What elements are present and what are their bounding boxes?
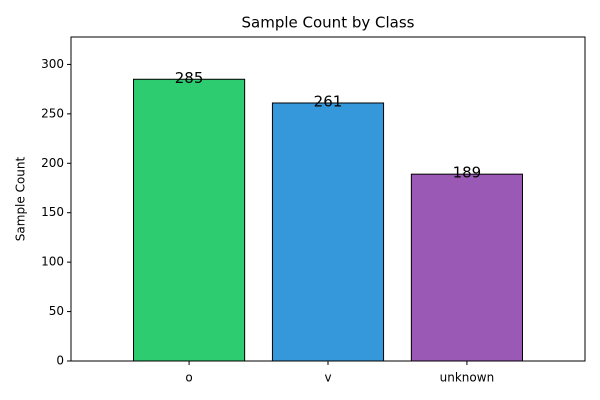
- y-tick-label: 150: [41, 205, 64, 219]
- y-tick-label: 50: [49, 304, 64, 318]
- y-axis-label: Sample Count: [14, 156, 28, 241]
- y-tick-label: 100: [41, 255, 64, 269]
- y-tick-label: 0: [56, 354, 64, 368]
- data-label: 189: [453, 164, 482, 182]
- x-tick-label: v: [324, 371, 331, 385]
- bar: [271, 102, 385, 362]
- plot-frame: [70, 36, 586, 362]
- bar: [133, 78, 246, 362]
- data-label: 261: [314, 92, 343, 110]
- bar: [410, 173, 523, 362]
- x-tick-label: o: [185, 371, 192, 385]
- y-tick-label: 300: [41, 57, 64, 71]
- chart-title: Sample Count by Class: [242, 14, 415, 32]
- data-label: 285: [175, 69, 204, 87]
- y-tick-label: 250: [41, 106, 64, 120]
- x-tick-label: unknown: [440, 371, 495, 385]
- y-tick-label: 200: [41, 156, 64, 170]
